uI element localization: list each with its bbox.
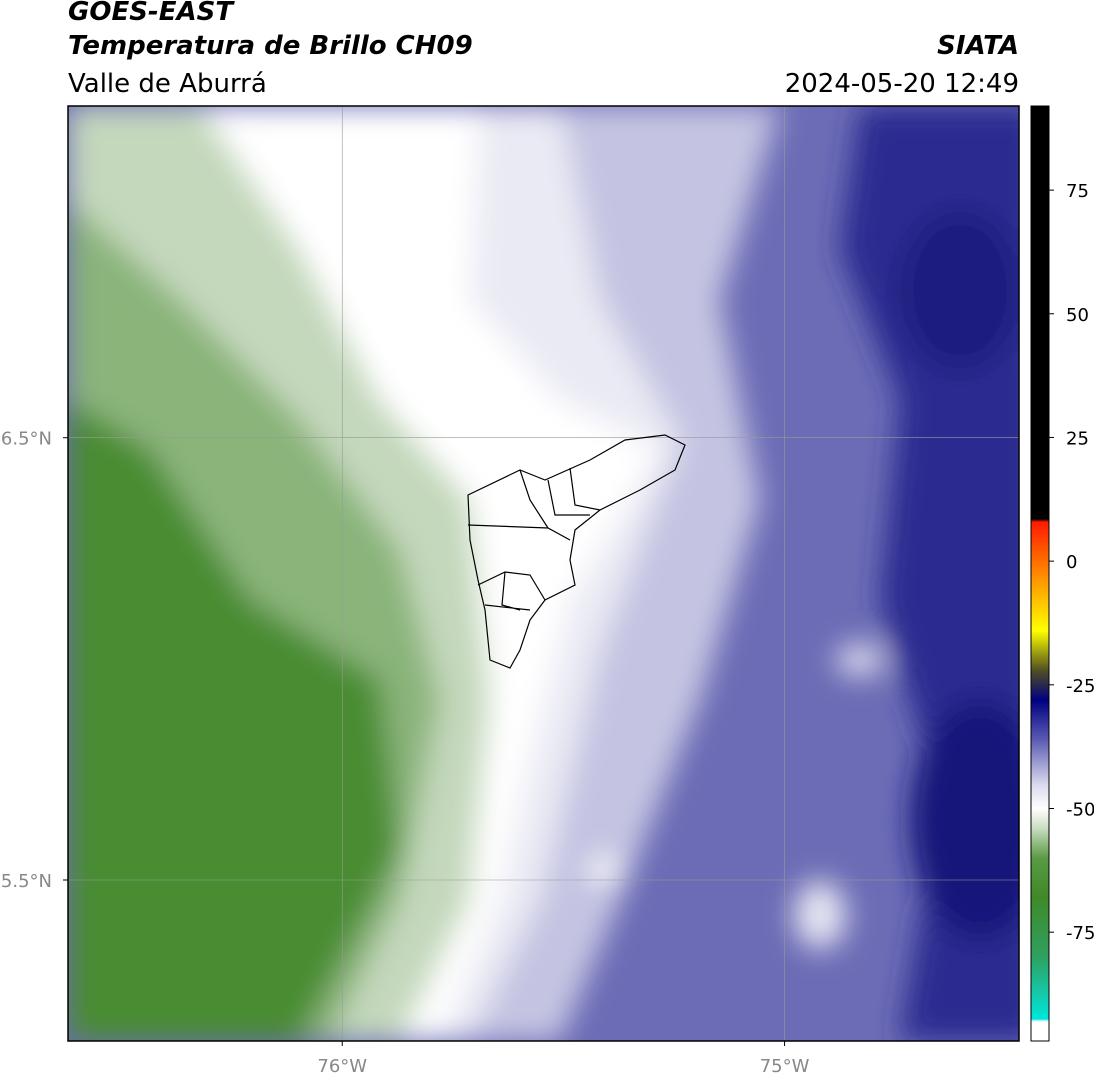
y-tick-label: 6.5°N	[1, 429, 52, 450]
colorbar-segment	[1031, 106, 1049, 520]
colorbar-tick-label: -25	[1066, 676, 1094, 697]
cold-area	[910, 700, 1019, 940]
colorbar	[1031, 106, 1049, 1042]
colorbar-tick-label: -75	[1066, 923, 1094, 944]
x-tick-label: 76°W	[317, 1056, 367, 1077]
title: GOES-EAST	[68, 0, 235, 27]
datetime: 2024-05-20 12:49	[785, 69, 1019, 99]
y-tick-label: 5.5°N	[1, 871, 52, 892]
colorbar-segment	[1031, 630, 1049, 671]
boundary-internal	[467, 467, 601, 611]
colorbar-segment	[1031, 699, 1049, 740]
region: Valle de Aburrá	[68, 69, 267, 99]
grid	[63, 106, 1019, 1046]
green-dark	[68, 400, 400, 1041]
boundary-outline	[467, 434, 686, 669]
subtitle: Temperatura de Brillo CH09	[68, 31, 473, 61]
imagery	[68, 106, 1019, 1041]
x-tick-label: 75°W	[760, 1056, 810, 1077]
source: SIATA	[937, 31, 1019, 61]
colorbar-segment	[1031, 897, 1049, 958]
colorbar-tick-label: 0	[1066, 552, 1077, 573]
colorbar-segment	[1031, 521, 1049, 582]
warm-spot	[836, 644, 884, 676]
colorbar-tick-label: 75	[1066, 181, 1089, 202]
colorbar-segment	[1031, 783, 1049, 809]
colorbar-tick-label: 50	[1066, 305, 1089, 326]
colorbar-segment	[1031, 828, 1049, 859]
colorbar-frame	[1030, 105, 1050, 1042]
municipal-boundaries	[467, 434, 686, 669]
warm-spot	[589, 858, 621, 882]
map-frame	[67, 105, 1020, 1042]
colorbar-segment	[1031, 956, 1049, 1020]
colorbar-segment	[1031, 669, 1049, 701]
colorbar-segment	[1031, 1021, 1049, 1042]
colorbar-segment	[1031, 857, 1049, 899]
colorbar-tick-label: -50	[1066, 799, 1094, 820]
colorbar-segment	[1031, 519, 1049, 523]
cold-area	[900, 210, 1019, 370]
colorbar-segment	[1031, 739, 1049, 785]
imagery-fields	[68, 106, 1019, 1041]
colorbar-tick-label: 25	[1066, 428, 1089, 449]
colorbar-segment	[1031, 580, 1049, 631]
warm-spot	[794, 881, 846, 949]
white-band	[130, 106, 660, 1041]
colorbar-segment	[1031, 808, 1049, 829]
colorbar-segment	[1031, 1018, 1049, 1022]
